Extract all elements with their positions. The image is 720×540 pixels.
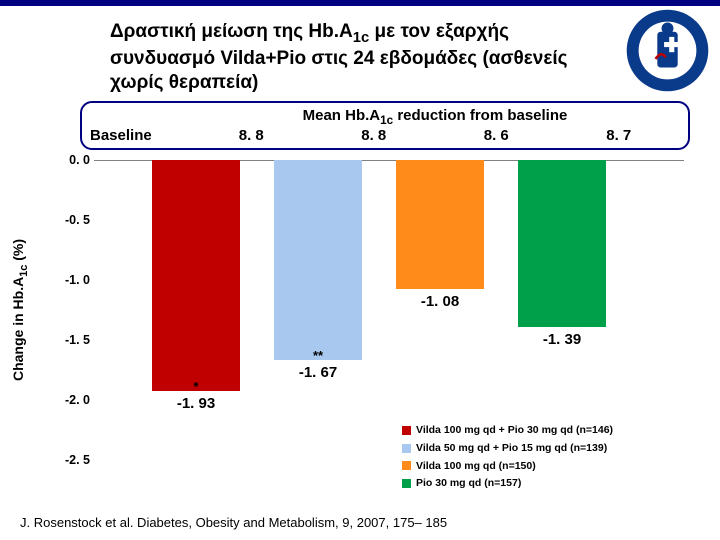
title-text-1: Δραστική μείωση της Hb.A [110,21,353,42]
legend-text: Pio 30 mg qd (n=157) [416,475,521,492]
legend-text: Vilda 100 mg qd (n=150) [416,458,536,475]
baseline-values-row: 8. 8 8. 8 8. 6 8. 7 [190,127,680,144]
bar [396,160,484,290]
baseline-label: Baseline [90,127,190,144]
brand-logo [625,8,710,93]
bar-value-label: -1. 93 [177,395,215,412]
bar-value-label: -1. 39 [543,331,581,348]
legend-swatch [402,426,411,435]
slide-title: Δραστική μείωση της Hb.A1c με τον εξαρχή… [110,20,620,95]
title-text-3: χωρίς θεραπεία) [110,72,258,93]
legend-text: Vilda 100 mg qd + Pio 30 mg qd (n=146) [416,422,613,439]
legend-item: Vilda 100 mg qd (n=150) [402,458,613,475]
citation-text: J. Rosenstock et al. Diabetes, Obesity a… [20,515,447,530]
y-tick-label: 0. 0 [60,153,90,167]
bar-value-label: -1. 08 [421,293,459,310]
baseline-value: 8. 6 [435,127,558,144]
baseline-heading: Mean Hb.A1c reduction from baseline [190,107,680,127]
y-tick-label: -2. 0 [60,393,90,407]
legend-swatch [402,479,411,488]
legend-swatch [402,444,411,453]
baseline-value: 8. 8 [190,127,313,144]
baseline-value: 8. 7 [558,127,681,144]
baseline-panel: Baseline Mean Hb.A1c reduction from base… [80,101,690,150]
legend-text: Vilda 50 mg qd + Pio 15 mg qd (n=139) [416,440,607,457]
bar [152,160,240,392]
bar [274,160,362,360]
title-sub: 1c [353,30,369,46]
plot-region: 0. 0-0. 5-1. 0-1. 5-2. 0-2. 5-1. 93*-1. … [94,160,684,460]
significance-label: ** [313,348,323,363]
y-tick-label: -1. 5 [60,333,90,347]
title-text-1b: με τον εξαρχής [369,21,509,42]
legend-swatch [402,461,411,470]
baseline-value: 8. 8 [313,127,436,144]
y-axis-label: Change in Hb.A1c (%) [10,239,30,381]
legend-item: Pio 30 mg qd (n=157) [402,475,613,492]
bar [518,160,606,327]
legend-item: Vilda 100 mg qd + Pio 30 mg qd (n=146) [402,422,613,439]
significance-label: * [193,379,198,394]
y-tick-label: -0. 5 [60,213,90,227]
y-tick-label: -2. 5 [60,453,90,467]
legend: Vilda 100 mg qd + Pio 30 mg qd (n=146)Vi… [402,422,613,493]
top-accent-bar [0,0,720,6]
y-tick-label: -1. 0 [60,273,90,287]
legend-item: Vilda 50 mg qd + Pio 15 mg qd (n=139) [402,440,613,457]
bar-value-label: -1. 67 [299,364,337,381]
title-text-2: συνδυασμό Vilda+Pio στις 24 εβδομάδες (α… [110,48,568,69]
